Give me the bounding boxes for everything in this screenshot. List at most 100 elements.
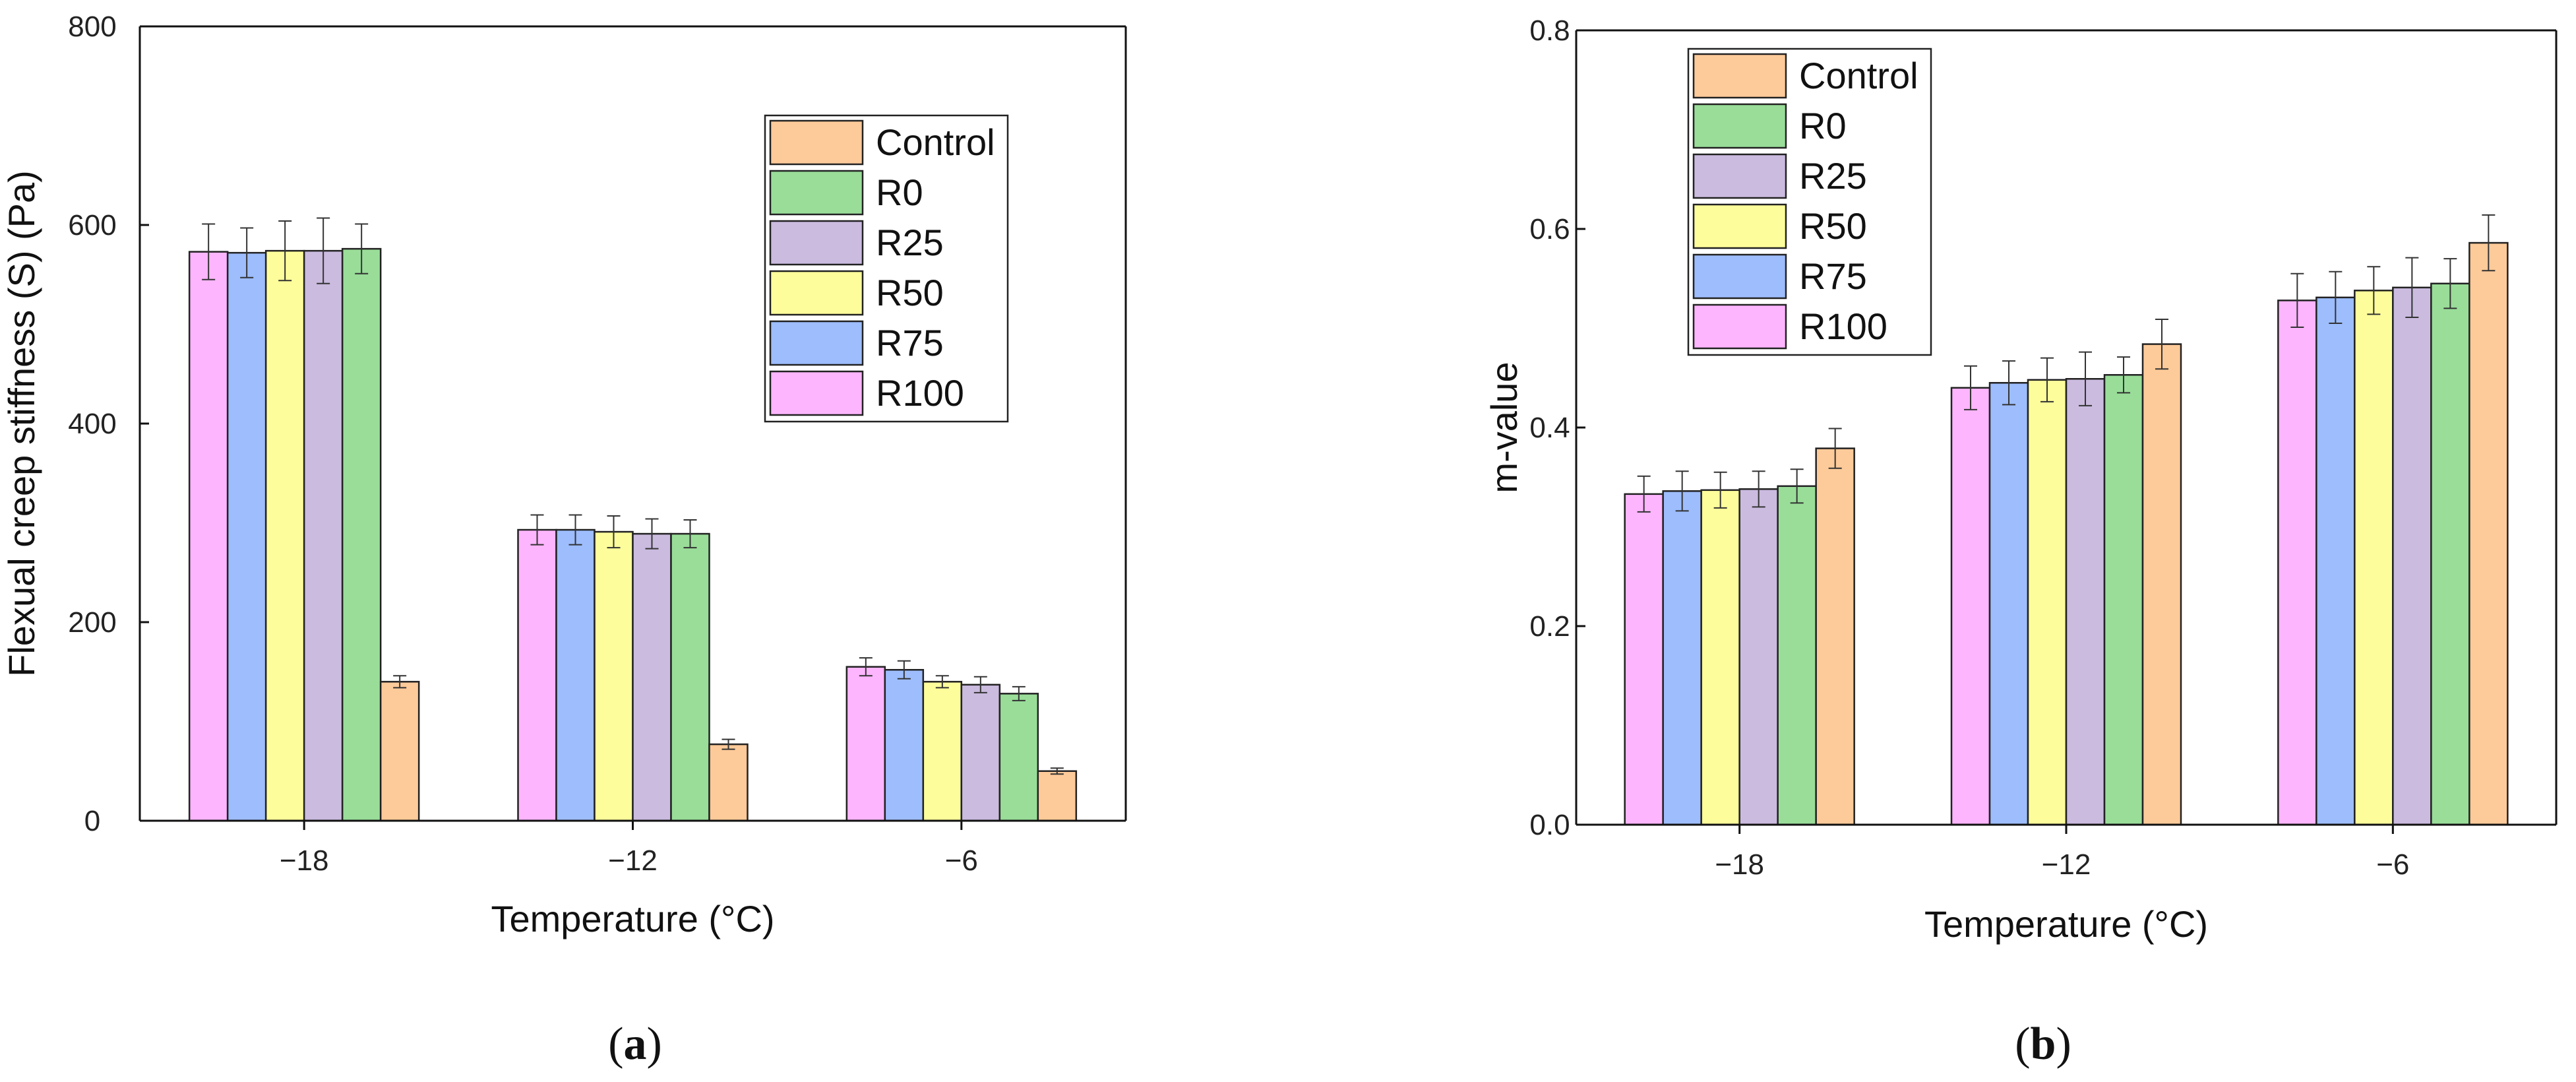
legend-label-r100: R100: [1799, 305, 1887, 347]
x-tick-label: −12: [2042, 848, 2091, 881]
error-bar-r100-2: [2290, 272, 2304, 328]
error-bar-r25-1: [2079, 351, 2092, 406]
legend-label-r50: R50: [876, 272, 944, 313]
legend-swatch-r0: [769, 170, 864, 216]
bar-r0-2: [2430, 282, 2470, 826]
error-bar-r0-0: [355, 223, 369, 274]
legend-swatch-control: [1692, 53, 1787, 99]
y-tick-label: 600: [68, 209, 116, 241]
legend-label-r25: R25: [1799, 155, 1867, 197]
error-bar-r75-2: [897, 660, 911, 680]
bar-control-0: [379, 681, 420, 822]
legend-swatch-r100: [769, 370, 864, 416]
y-tick-label: 200: [68, 606, 116, 639]
y-tick-label: 0.4: [1529, 412, 1570, 444]
error-bar-r0-1: [2117, 356, 2130, 394]
legend-swatch-r25: [769, 220, 864, 266]
error-bar-r25-2: [2405, 257, 2419, 318]
y-tick-label: 0.0: [1529, 809, 1570, 841]
legend-swatch-r50: [1692, 203, 1787, 249]
error-bar-r50-0: [278, 220, 292, 282]
error-bar-r25-0: [1752, 470, 1765, 508]
bar-r75-2: [2315, 296, 2356, 826]
y-tick-label: 0.6: [1529, 213, 1570, 245]
bar-r25-1: [632, 532, 672, 822]
bar-r100-0: [1624, 493, 1664, 826]
bar-r75-0: [226, 251, 267, 822]
panel-a-caption: (a): [608, 1019, 662, 1069]
error-bar-r75-0: [1675, 470, 1689, 512]
bar-control-0: [1815, 447, 1855, 826]
y-tick-label: 0.2: [1529, 610, 1570, 643]
bar-r75-1: [1988, 382, 2029, 826]
bar-r50-1: [2027, 379, 2068, 826]
bar-r50-2: [922, 681, 963, 822]
bar-r75-1: [555, 528, 596, 822]
error-bar-control-0: [393, 675, 407, 689]
error-bar-control-0: [1828, 428, 1842, 469]
bar-r25-2: [960, 684, 1001, 822]
legend-label-r100: R100: [876, 372, 964, 414]
bar-r0-2: [998, 693, 1039, 822]
error-bar-r100-1: [1964, 365, 1977, 410]
legend-label-control: Control: [1799, 55, 1918, 96]
x-tick-label: −6: [945, 844, 978, 877]
legend: Control R0 R25 R50 R75 R100: [764, 114, 1009, 423]
error-bar-r50-2: [2367, 266, 2381, 315]
legend-label-control: Control: [876, 121, 995, 163]
x-axis-title: Temperature (°C): [1924, 903, 2208, 945]
bar-r25-0: [303, 249, 344, 822]
error-bar-r25-0: [317, 217, 330, 284]
y-tick-label: 800: [68, 11, 116, 43]
legend-label-r75: R75: [876, 322, 944, 364]
bar-control-2: [2469, 241, 2509, 826]
error-bar-r75-1: [2002, 360, 2015, 406]
error-bar-control-1: [2155, 318, 2168, 370]
error-bar-control-2: [1050, 767, 1064, 775]
bar-r0-0: [1777, 485, 1817, 826]
legend-swatch-r75: [769, 320, 864, 366]
y-tick-label: 400: [68, 408, 116, 440]
error-bar-r25-2: [973, 676, 987, 693]
error-bar-r0-1: [683, 519, 697, 549]
bar-r75-0: [1662, 490, 1702, 826]
bar-control-1: [2141, 343, 2182, 826]
panel-b-caption: (b): [2015, 1019, 2071, 1069]
bar-r50-2: [2354, 290, 2394, 826]
y-axis-title: m-value: [1483, 362, 1525, 493]
bar-r0-1: [2103, 373, 2144, 826]
error-bar-r0-2: [1012, 685, 1026, 701]
bar-r0-0: [341, 247, 382, 822]
x-tick-label: −12: [608, 844, 658, 877]
x-tick-label: −18: [280, 844, 329, 877]
legend-swatch-r75: [1692, 253, 1787, 300]
bar-r25-1: [2065, 378, 2106, 826]
bar-r25-0: [1738, 488, 1779, 826]
legend-label-r75: R75: [1799, 255, 1867, 297]
legend-label-r0: R0: [876, 172, 923, 213]
error-bar-control-2: [2482, 214, 2496, 272]
legend-swatch-r50: [769, 270, 864, 316]
error-bar-r100-2: [859, 657, 873, 677]
bar-r100-2: [2277, 300, 2317, 826]
bar-r100-1: [517, 528, 557, 822]
legend-swatch-control: [769, 119, 864, 166]
legend-label-r25: R25: [876, 222, 944, 263]
error-bar-r50-0: [1713, 471, 1727, 509]
bar-r0-1: [670, 532, 710, 822]
error-bar-r25-1: [645, 518, 659, 550]
bar-r75-2: [884, 668, 925, 822]
error-bar-r100-0: [1637, 475, 1651, 513]
error-bar-r50-1: [2040, 357, 2054, 402]
panel-a-stiffness-chart: 0 200 400 600 800 −18 −12 −6 Flexual creep stiff…: [1, 11, 1127, 939]
error-bar-r50-2: [935, 675, 949, 689]
x-tick-label: −6: [2376, 848, 2409, 881]
bar-r100-1: [1950, 387, 1991, 826]
bar-r50-1: [594, 530, 634, 822]
error-bar-control-1: [721, 738, 735, 750]
x-axis-title: Temperature (°C): [491, 898, 774, 939]
legend-swatch-r0: [1692, 103, 1787, 149]
legend-box: [764, 114, 1009, 423]
error-bar-r75-1: [568, 514, 582, 546]
x-tick-label: −18: [1715, 848, 1764, 881]
